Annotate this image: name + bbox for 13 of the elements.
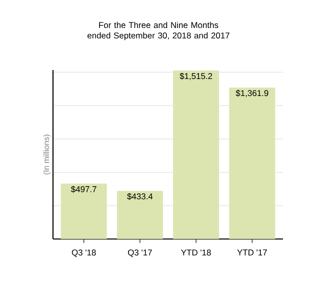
x-tick-label: Q3 '18 [72,250,96,258]
x-tick-label: YTD '18 [181,250,211,256]
data-label: $1,361.9 [236,90,268,98]
data-label: $1,515.2 [180,72,212,80]
bar [173,70,220,239]
bar [116,190,163,239]
data-label: $433.4 [127,193,153,200]
bar [60,184,107,239]
data-label: $497.7 [71,186,96,193]
bar [229,88,276,239]
x-tick-label: Q3 '17 [128,250,152,258]
x-tick-label: YTD '17 [237,250,267,256]
chart-title: For the Three and Nine Months ended September 30, 2018 and 2017 [88,22,230,40]
